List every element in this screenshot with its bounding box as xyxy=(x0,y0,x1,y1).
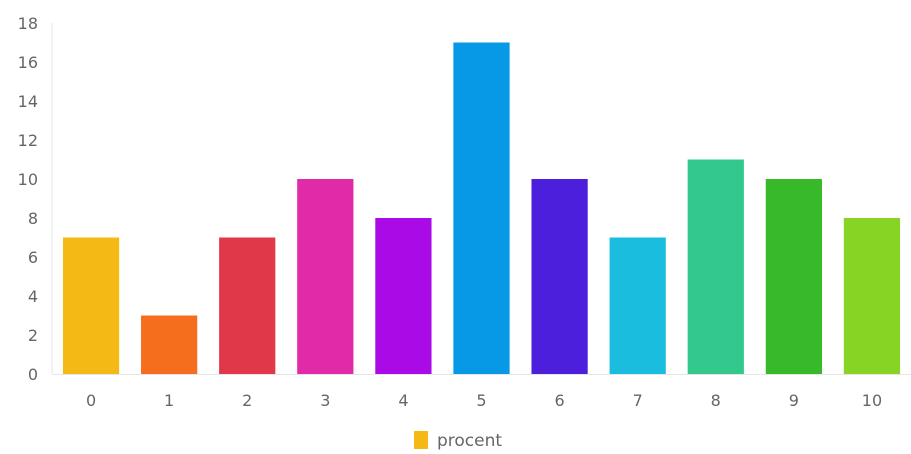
y-tick-label: 0 xyxy=(28,365,38,384)
y-tick-label: 10 xyxy=(18,170,38,189)
y-tick-label: 4 xyxy=(28,287,38,306)
legend-label-procent[interactable]: procent xyxy=(437,431,502,451)
x-tick-label: 10 xyxy=(862,391,882,410)
x-axis: 0 1 2 3 4 5 6 7 8 9 10 xyxy=(52,374,911,410)
legend-swatch-procent[interactable] xyxy=(414,431,428,449)
x-tick-label: 5 xyxy=(476,391,486,410)
x-tick-label: 0 xyxy=(86,391,96,410)
y-tick-label: 6 xyxy=(28,248,38,267)
x-tick-label: 8 xyxy=(711,391,721,410)
bar-9[interactable] xyxy=(765,179,822,374)
bar-2[interactable] xyxy=(219,237,276,375)
bar-8[interactable] xyxy=(687,159,744,375)
y-tick-label: 14 xyxy=(18,92,38,111)
x-tick-label: 6 xyxy=(554,391,564,410)
x-tick-label: 7 xyxy=(633,391,643,410)
bar-5[interactable] xyxy=(453,42,510,375)
y-tick-label: 18 xyxy=(18,14,38,33)
bar-4[interactable] xyxy=(375,218,432,374)
y-tick-label: 8 xyxy=(28,209,38,228)
x-tick-label: 9 xyxy=(789,391,799,410)
y-tick-label: 12 xyxy=(18,131,38,150)
legend[interactable]: procent xyxy=(414,431,502,451)
bar-6[interactable] xyxy=(531,179,588,374)
y-tick-label: 2 xyxy=(28,326,38,345)
x-tick-label: 4 xyxy=(398,391,408,410)
bar-3[interactable] xyxy=(297,179,354,374)
bar-7[interactable] xyxy=(609,237,666,375)
x-tick-label: 3 xyxy=(320,391,330,410)
bar-1[interactable] xyxy=(141,315,198,375)
bar-10[interactable] xyxy=(843,218,901,374)
y-axis: 0 2 4 6 8 10 12 14 16 18 xyxy=(18,14,53,384)
bar-0[interactable] xyxy=(62,237,120,375)
bars xyxy=(62,42,901,375)
x-tick-label: 2 xyxy=(242,391,252,410)
y-tick-label: 16 xyxy=(18,53,38,72)
x-tick-label: 1 xyxy=(164,391,174,410)
